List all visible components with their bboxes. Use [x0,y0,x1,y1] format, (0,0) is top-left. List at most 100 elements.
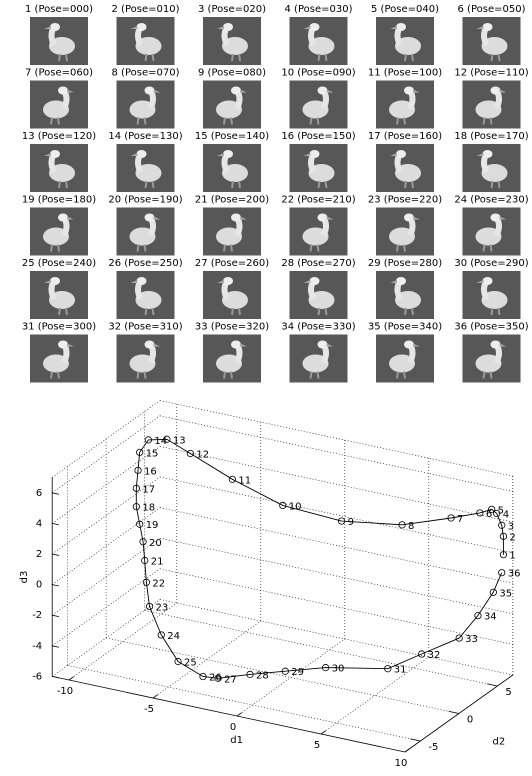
z-tick-label: -2 [32,610,42,621]
point-label: 8 [408,521,414,532]
point-label: 36 [508,569,521,580]
panel-label: 22 (Pose=210) [281,195,355,206]
point-label: 16 [144,466,157,477]
point-label: 17 [142,484,155,495]
panel-label: 19 (Pose=180) [22,195,96,206]
z-tick [52,554,59,555]
point-label: 21 [151,557,164,568]
z-tick-label: 4 [36,518,42,529]
panel-label: 11 (Pose=100) [368,68,442,79]
y-tick-label: 5 [505,687,511,698]
x-tick [153,695,158,698]
panel-label: 9 (Pose=080) [198,68,266,79]
panel-label: 21 (Pose=200) [195,195,269,206]
plot-3d: -10-50510-505-6-4-20246d1d2d312345678910… [19,401,520,770]
z-tick-label: 2 [36,549,42,560]
panel-label: 7 (Pose=060) [25,68,93,79]
point-label: 33 [465,634,478,645]
z-tick-label: 6 [36,488,42,499]
point-label: 13 [173,435,186,446]
x-tick [69,677,74,680]
point-label: 35 [499,588,512,599]
y-tick [487,684,497,686]
panel-label: 35 (Pose=340) [368,322,442,333]
point-label: 10 [289,501,302,512]
z-tick-label: 0 [36,580,42,591]
point-label: 5 [498,505,504,516]
panel-label: 32 (Pose=310) [108,322,182,333]
x-tick [237,713,242,716]
point-label: 6 [486,509,492,520]
point-label: 12 [196,449,209,460]
y-axis-label: d2 [493,737,506,748]
point-label: 15 [146,448,159,459]
z-tick [52,615,59,616]
point-label: 14 [154,436,167,447]
point-label: 23 [156,602,169,613]
x-tick-label: -10 [57,686,73,697]
point-label: 27 [224,674,237,685]
point-label: 30 [332,664,345,675]
panel-label: 2 (Pose=010) [112,4,180,15]
panel-label: 15 (Pose=140) [195,131,269,142]
x-tick [321,731,326,734]
z-tick [52,646,59,647]
grid-line [69,603,177,680]
panel-label: 27 (Pose=260) [195,258,269,269]
grid-line [160,416,513,492]
panel-label: 30 (Pose=290) [454,258,528,269]
point-label: 24 [167,631,180,642]
panel-label: 28 (Pose=270) [281,258,355,269]
grid-line [160,569,513,645]
panel-label: 12 (Pose=110) [454,68,528,79]
z-axis-label: d3 [19,571,30,584]
figure: 1 (Pose=000)2 (Pose=010)3 (Pose=020)4 (P… [0,0,532,776]
z-tick-label: -4 [32,641,42,652]
x-tick [405,749,410,752]
panel-label: 26 (Pose=250) [108,258,182,269]
trajectory-line [136,439,503,678]
panel-label: 36 (Pose=350) [454,322,528,333]
x-tick-label: 5 [314,740,320,751]
panel-label: 10 (Pose=090) [281,68,355,79]
z-tick-label: -6 [32,671,42,682]
point-label: 11 [238,475,251,486]
point-label: 29 [291,667,304,678]
panel-label: 14 (Pose=130) [108,131,182,142]
grid-line [160,538,513,614]
panel-label: 13 (Pose=120) [22,131,96,142]
point-label: 34 [484,612,497,623]
panel-label: 18 (Pose=170) [454,131,528,142]
panel-label: 33 (Pose=320) [195,322,269,333]
x-tick-label: 10 [395,758,408,769]
z-tick [52,585,59,586]
point-label: 20 [149,538,162,549]
y-tick [449,711,459,713]
panel-label: 34 (Pose=330) [281,322,355,333]
panel-label: 31 (Pose=300) [22,322,96,333]
y-tick-label: -5 [428,742,438,753]
y-tick [410,739,420,741]
point-label: 31 [394,665,407,676]
panel-label: 24 (Pose=230) [454,195,528,206]
panel-label: 20 (Pose=190) [108,195,182,206]
box-edge [160,401,513,477]
x-axis [52,676,405,752]
point-label: 26 [209,673,222,684]
point-label: 9 [348,517,354,528]
panel-label: 8 (Pose=070) [112,68,180,79]
image-grid: 1 (Pose=000)2 (Pose=010)3 (Pose=020)4 (P… [22,4,529,383]
panel-label: 23 (Pose=220) [368,195,442,206]
panel-label: 4 (Pose=030) [285,4,353,15]
point-label: 3 [508,521,514,532]
panel-label: 5 (Pose=040) [371,4,439,15]
panel-label: 16 (Pose=150) [281,131,355,142]
grid-line [145,610,498,686]
z-tick [52,676,59,677]
x-axis-label: d1 [230,735,243,746]
panel-label: 6 (Pose=050) [458,4,526,15]
point-label: 2 [509,532,515,543]
point-label: 7 [457,514,463,525]
panel-label: 1 (Pose=000) [25,4,93,15]
trajectory-point [499,569,505,575]
